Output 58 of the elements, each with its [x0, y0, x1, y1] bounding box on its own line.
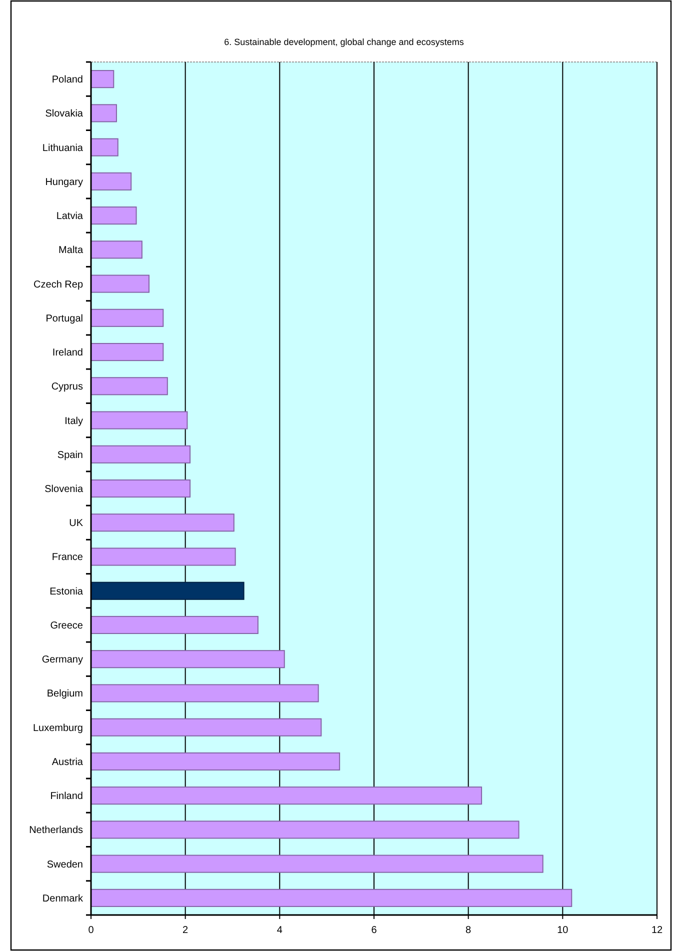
y-tick-label: Greece: [50, 620, 84, 632]
bar: [90, 514, 234, 532]
x-tick-label: 10: [557, 925, 569, 936]
bar: [90, 888, 572, 907]
y-tick-label: Denmark: [42, 893, 84, 904]
bar: [90, 820, 520, 839]
bar: [90, 274, 150, 293]
x-tick-label: 8: [466, 925, 472, 936]
y-tick-label: Lithuania: [42, 142, 84, 154]
y-tick-label: Netherlands: [29, 825, 83, 836]
bar: [90, 650, 285, 668]
y-tick-label: Slovakia: [45, 108, 84, 120]
bar: [90, 138, 118, 156]
bar: [90, 172, 132, 190]
y-tick-label: Hungary: [45, 176, 83, 188]
y-tick-label: Austria: [52, 756, 84, 768]
bar: [90, 582, 244, 600]
bar: [90, 240, 142, 259]
bar: [90, 752, 340, 770]
y-tick-label: Cyprus: [51, 382, 83, 393]
y-tick-label: Belgium: [46, 688, 83, 700]
bar: [90, 206, 137, 225]
chart-title: 6. Sustainable development, global change and ecosystems: [224, 37, 464, 47]
bar: [90, 616, 258, 634]
bar: [90, 684, 319, 702]
x-tick-label: 12: [651, 925, 663, 936]
bar: [90, 445, 191, 464]
bar: [90, 70, 114, 88]
bar: [90, 411, 188, 430]
y-tick-label: Finland: [50, 791, 83, 802]
y-tick-label: Poland: [52, 74, 83, 86]
y-tick-label: Italy: [64, 416, 83, 427]
y-tick-label: Estonia: [50, 586, 84, 598]
bar: [90, 548, 236, 566]
bar: [90, 479, 191, 498]
y-tick-label: Czech Rep: [34, 279, 84, 290]
bar: [90, 786, 482, 805]
x-tick-label: 6: [371, 925, 378, 936]
y-tick-label: Slovenia: [44, 484, 84, 495]
x-tick-label: 0: [88, 925, 94, 936]
y-tick-label: Portugal: [46, 313, 83, 324]
bar: [90, 718, 322, 736]
bar: [90, 342, 164, 362]
y-tick-label: France: [52, 552, 84, 564]
x-tick-label: 2: [182, 925, 189, 936]
y-tick-label: Sweden: [46, 859, 83, 870]
y-tick-label: Latvia: [56, 211, 84, 222]
bar: [90, 104, 117, 122]
y-tick-label: Germany: [42, 654, 83, 666]
bar: [90, 308, 164, 327]
y-tick-label: Spain: [57, 450, 83, 461]
bar: [90, 377, 168, 396]
y-tick-label: Ireland: [52, 348, 83, 359]
y-tick-label: UK: [69, 518, 84, 530]
y-tick-label: Malta: [58, 245, 84, 256]
bar: [90, 854, 544, 873]
x-tick-label: 4: [276, 925, 283, 936]
y-tick-label: Luxemburg: [32, 722, 83, 734]
